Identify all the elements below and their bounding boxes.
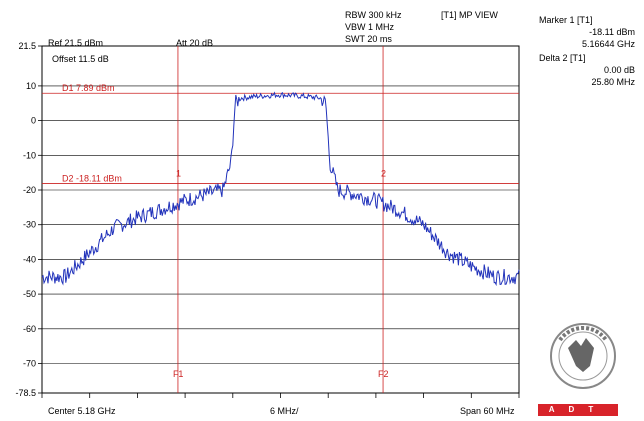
y-tick-label-2: 0 bbox=[31, 116, 36, 126]
reference-line-label-2: D2 -18.11 dBm bbox=[62, 173, 122, 183]
marker-label-2: 2 bbox=[381, 168, 386, 178]
frequency-lines: F1 F2 bbox=[173, 46, 389, 393]
marker-label-1: 1 bbox=[176, 168, 181, 178]
marker1-level: -18.11 dBm bbox=[589, 27, 635, 37]
y-tick-label-1: 10 bbox=[26, 81, 36, 91]
reference-lines: D1 7.89 dBm D2 -18.11 dBm bbox=[42, 83, 519, 184]
marker1-frequency: 5.16644 GHz bbox=[581, 39, 635, 49]
delta2-frequency: 25.80 MHz bbox=[591, 77, 635, 87]
adt-brand-bar: ADT bbox=[538, 404, 618, 416]
y-tick-label-6: -40 bbox=[23, 254, 36, 264]
plot-grid bbox=[41, 45, 520, 394]
y-tick-labels: 21.5 10 0 -10 -20 -30 -40 -50 -60 -70 -78.5 bbox=[15, 41, 42, 398]
y-tick-label-4: -20 bbox=[23, 185, 36, 195]
y-tick-label-0: 21.5 bbox=[18, 41, 36, 51]
y-tick-label-9: -70 bbox=[23, 359, 36, 369]
bureau-veritas-seal-icon bbox=[550, 323, 616, 389]
offset-label: Offset 11.5 dB bbox=[52, 54, 109, 64]
frequency-line-label-1: F1 bbox=[173, 369, 184, 379]
span-label: Span 60 MHz bbox=[460, 406, 515, 416]
marker1-title: Marker 1 [T1] bbox=[539, 15, 593, 25]
ref-level-label: Ref 21.5 dBm bbox=[48, 38, 104, 48]
delta2-level: 0.00 dB bbox=[603, 65, 635, 75]
y-tick-label-7: -50 bbox=[23, 289, 36, 299]
frequency-line-label-2: F2 bbox=[378, 369, 389, 379]
rbw-label: RBW 300 kHz bbox=[345, 10, 402, 20]
x-ticks bbox=[41, 393, 520, 398]
delta2-title: Delta 2 [T1] bbox=[539, 53, 586, 63]
y-tick-label-10: -78.5 bbox=[15, 388, 36, 398]
plot-frame bbox=[41, 45, 520, 394]
swt-label: SWT 20 ms bbox=[345, 34, 392, 44]
center-frequency-label: Center 5.18 GHz bbox=[48, 406, 116, 416]
division-label: 6 MHz/ bbox=[270, 406, 299, 416]
mode-label: [T1] MP VIEW bbox=[441, 10, 498, 20]
y-tick-label-8: -60 bbox=[23, 324, 36, 334]
attenuation-label: Att 20 dB bbox=[176, 38, 214, 48]
y-tick-label-3: -10 bbox=[23, 150, 36, 160]
y-tick-label-5: -30 bbox=[23, 220, 36, 230]
reference-line-label-1: D1 7.89 dBm bbox=[62, 83, 115, 93]
spectrum-trace bbox=[41, 91, 520, 287]
vbw-label: VBW 1 MHz bbox=[345, 22, 395, 32]
bureau-veritas-logo bbox=[548, 318, 618, 396]
